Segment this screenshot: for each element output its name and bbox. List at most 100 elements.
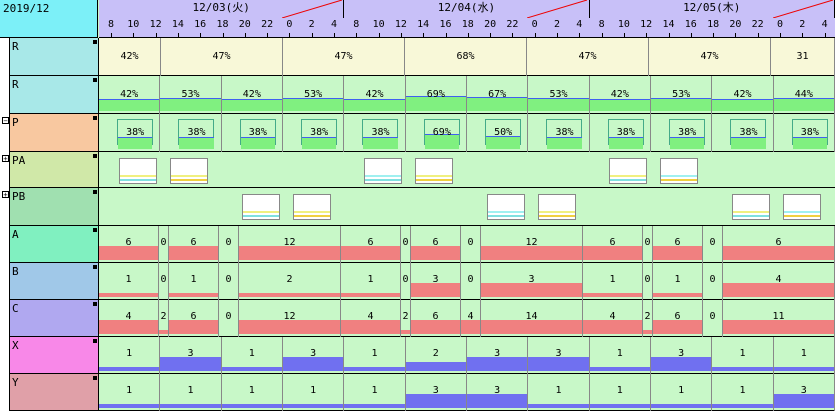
utilization-cell[interactable]: 53%: [528, 76, 590, 114]
count-cell[interactable]: 3: [283, 337, 345, 374]
count-cell[interactable]: 12: [239, 300, 341, 337]
count-cell[interactable]: 6: [341, 226, 401, 263]
count-cell[interactable]: 6: [653, 226, 703, 263]
count-cell[interactable]: 4: [461, 300, 481, 337]
count-cell[interactable]: 1: [99, 263, 159, 300]
count-cell[interactable]: 3: [160, 337, 222, 374]
count-cell[interactable]: 0: [643, 226, 653, 263]
utilization-cell[interactable]: 38%: [651, 114, 713, 152]
utilization-cell[interactable]: 69%: [406, 114, 467, 152]
count-cell[interactable]: 1: [528, 374, 590, 411]
count-cell[interactable]: 1: [99, 374, 161, 411]
count-cell[interactable]: 1: [773, 337, 835, 374]
band-cell[interactable]: 31: [771, 38, 835, 76]
utilization-cell[interactable]: 38%: [344, 114, 406, 152]
row-label-r[interactable]: R: [0, 38, 99, 76]
task-chip[interactable]: [119, 158, 157, 184]
count-cell[interactable]: 3: [467, 337, 529, 374]
utilization-cell[interactable]: 38%: [99, 114, 161, 152]
count-cell[interactable]: 6: [411, 300, 461, 337]
count-cell[interactable]: 0: [159, 226, 169, 263]
count-cell[interactable]: 1: [589, 337, 651, 374]
count-cell[interactable]: 0: [159, 263, 169, 300]
count-cell[interactable]: 2: [405, 337, 467, 374]
count-cell[interactable]: 6: [583, 226, 643, 263]
band-cell[interactable]: 42%: [99, 38, 161, 76]
row-label-r[interactable]: R: [0, 76, 99, 114]
count-cell[interactable]: 0: [461, 226, 481, 263]
count-cell[interactable]: 0: [461, 263, 481, 300]
utilization-cell[interactable]: 42%: [589, 76, 651, 114]
task-chip[interactable]: [732, 194, 770, 220]
count-cell[interactable]: 3: [528, 337, 590, 374]
task-chip[interactable]: [783, 194, 821, 220]
count-cell[interactable]: 1: [341, 263, 401, 300]
expand-toggle-icon[interactable]: −: [2, 117, 9, 125]
count-cell[interactable]: 1: [583, 263, 643, 300]
count-cell[interactable]: 12: [481, 226, 583, 263]
count-cell[interactable]: 2: [401, 300, 411, 337]
band-cell[interactable]: 47%: [649, 38, 771, 76]
task-chip[interactable]: [364, 158, 402, 184]
band-cell[interactable]: 47%: [283, 38, 405, 76]
band-cell[interactable]: 47%: [161, 38, 283, 76]
count-cell[interactable]: 0: [703, 226, 723, 263]
count-cell[interactable]: 0: [219, 226, 239, 263]
task-chip[interactable]: [538, 194, 576, 220]
count-cell[interactable]: 1: [712, 337, 774, 374]
count-cell[interactable]: 3: [405, 374, 467, 411]
count-cell[interactable]: 0: [219, 300, 239, 337]
count-cell[interactable]: 1: [589, 374, 651, 411]
count-cell[interactable]: 4: [341, 300, 401, 337]
count-cell[interactable]: 1: [99, 337, 161, 374]
count-cell[interactable]: 3: [651, 337, 713, 374]
task-chip[interactable]: [170, 158, 208, 184]
count-cell[interactable]: 3: [481, 263, 583, 300]
count-cell[interactable]: 1: [283, 374, 345, 411]
count-cell[interactable]: 12: [239, 226, 341, 263]
count-cell[interactable]: 4: [99, 300, 159, 337]
task-chip[interactable]: [660, 158, 698, 184]
utilization-cell[interactable]: 38%: [712, 114, 774, 152]
row-label-c[interactable]: C: [0, 300, 99, 337]
task-chip[interactable]: [293, 194, 331, 220]
count-cell[interactable]: 0: [703, 300, 723, 337]
utilization-cell[interactable]: 69%: [405, 76, 467, 114]
count-cell[interactable]: 1: [651, 374, 713, 411]
row-label-p[interactable]: − P: [0, 114, 99, 152]
utilization-cell[interactable]: 53%: [160, 76, 222, 114]
count-cell[interactable]: 1: [712, 374, 774, 411]
utilization-cell[interactable]: 42%: [99, 76, 161, 114]
utilization-cell[interactable]: 67%: [467, 76, 529, 114]
row-label-x[interactable]: X: [0, 337, 99, 374]
count-cell[interactable]: 6: [169, 226, 219, 263]
count-cell[interactable]: 6: [723, 226, 835, 263]
count-cell[interactable]: 1: [221, 374, 283, 411]
utilization-cell[interactable]: 38%: [774, 114, 835, 152]
count-cell[interactable]: 6: [411, 226, 461, 263]
count-cell[interactable]: 0: [643, 263, 653, 300]
count-cell[interactable]: 1: [344, 337, 406, 374]
count-cell[interactable]: 4: [723, 263, 835, 300]
count-cell[interactable]: 1: [169, 263, 219, 300]
task-chip[interactable]: [609, 158, 647, 184]
utilization-cell[interactable]: 38%: [283, 114, 345, 152]
count-cell[interactable]: 4: [583, 300, 643, 337]
band-cell[interactable]: 68%: [405, 38, 527, 76]
task-chip[interactable]: [242, 194, 280, 220]
count-cell[interactable]: 2: [643, 300, 653, 337]
count-cell[interactable]: 3: [467, 374, 529, 411]
utilization-cell[interactable]: 38%: [528, 114, 590, 152]
count-cell[interactable]: 0: [401, 226, 411, 263]
utilization-cell[interactable]: 53%: [651, 76, 713, 114]
count-cell[interactable]: 6: [99, 226, 159, 263]
row-label-pb[interactable]: + PB: [0, 188, 99, 226]
utilization-cell[interactable]: 42%: [221, 76, 283, 114]
count-cell[interactable]: 1: [344, 374, 406, 411]
band-cell[interactable]: 47%: [527, 38, 649, 76]
expand-toggle-icon[interactable]: +: [2, 155, 9, 163]
count-cell[interactable]: 2: [159, 300, 169, 337]
count-cell[interactable]: 6: [653, 300, 703, 337]
count-cell[interactable]: 0: [401, 263, 411, 300]
count-cell[interactable]: 3: [411, 263, 461, 300]
